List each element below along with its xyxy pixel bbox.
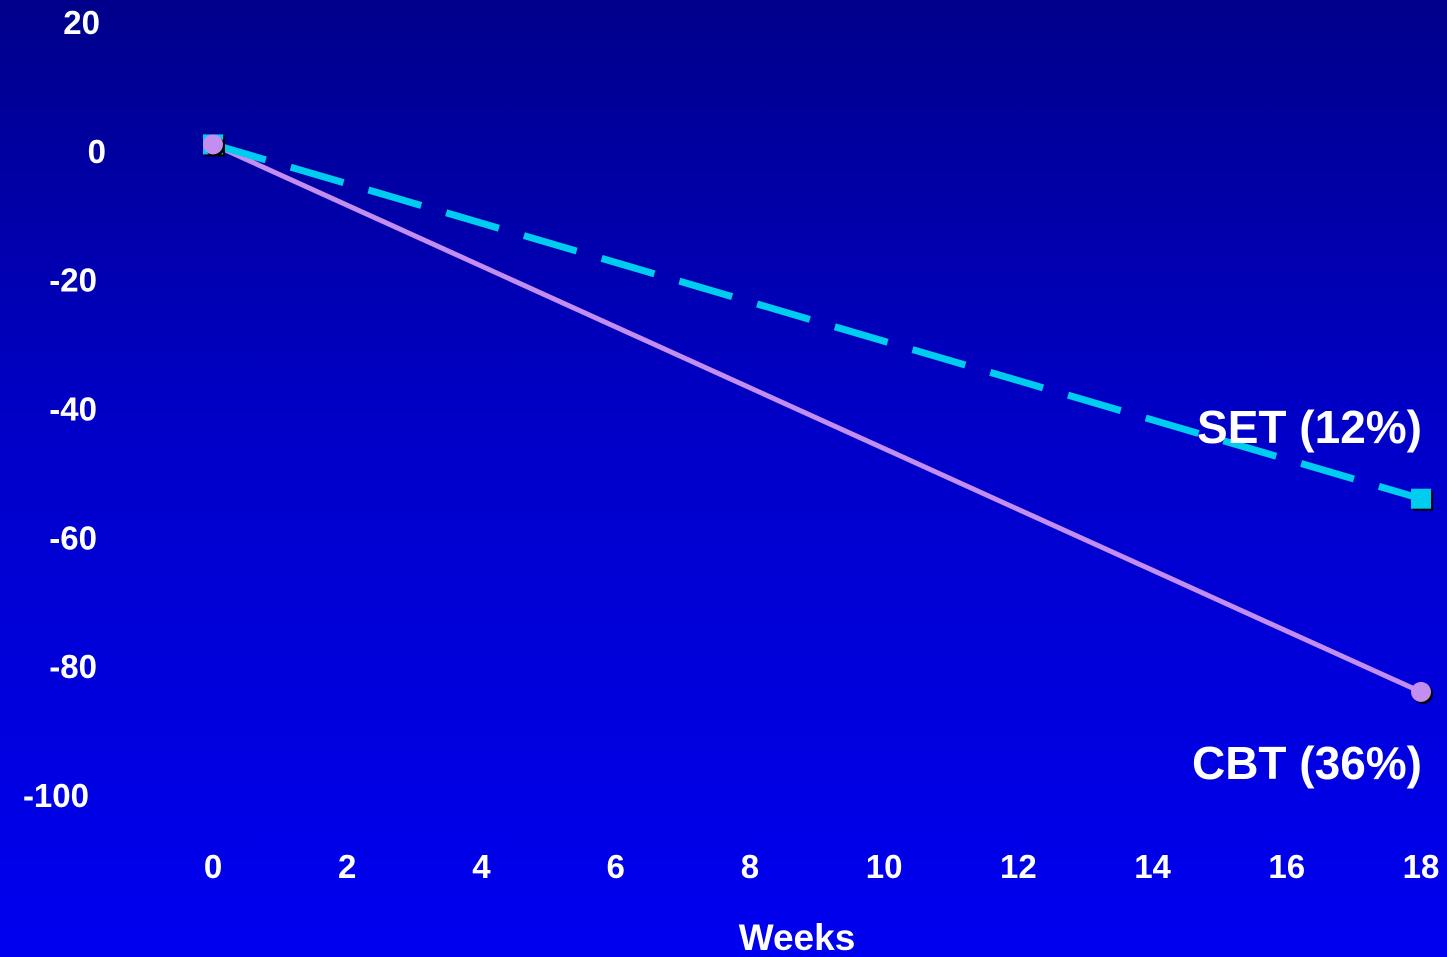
series-label: SET (12%) — [1197, 401, 1422, 453]
x-tick-label: 10 — [866, 848, 903, 885]
series-label: CBT (36%) — [1192, 737, 1422, 789]
x-axis-ticks: 0 2 4 6 8 10 12 14 16 18 — [204, 848, 1440, 885]
x-tick-label: 12 — [1000, 848, 1037, 885]
x-tick-label: 6 — [606, 848, 624, 885]
x-tick-label: 16 — [1268, 848, 1305, 885]
y-tick-label: -100 — [23, 777, 89, 814]
y-axis-ticks: 20 0 -20 -40 -60 -80 -100 — [23, 4, 106, 814]
series-labels: SET (12%) CBT (36%) — [1192, 401, 1422, 789]
series-marker — [203, 134, 223, 155]
series-marker — [1411, 681, 1431, 702]
y-tick-label: -40 — [49, 391, 97, 428]
x-tick-label: 8 — [741, 848, 759, 885]
x-tick-label: 2 — [338, 848, 356, 885]
series-marker — [1411, 488, 1431, 509]
series-line — [211, 142, 1423, 695]
series-line — [212, 141, 1422, 503]
y-tick-label: -80 — [49, 648, 97, 685]
x-axis-title: Weeks — [739, 917, 856, 957]
series-markers — [203, 134, 1433, 704]
y-tick-label: 0 — [88, 133, 106, 170]
y-tick-label: 20 — [63, 4, 100, 41]
x-tick-label: 4 — [472, 848, 491, 885]
x-tick-label: 18 — [1403, 848, 1440, 885]
y-tick-label: -20 — [49, 262, 97, 299]
series-lines — [211, 141, 1423, 695]
x-tick-label: 14 — [1134, 848, 1171, 885]
y-tick-label: -60 — [49, 519, 97, 556]
x-tick-label: 0 — [204, 848, 222, 885]
